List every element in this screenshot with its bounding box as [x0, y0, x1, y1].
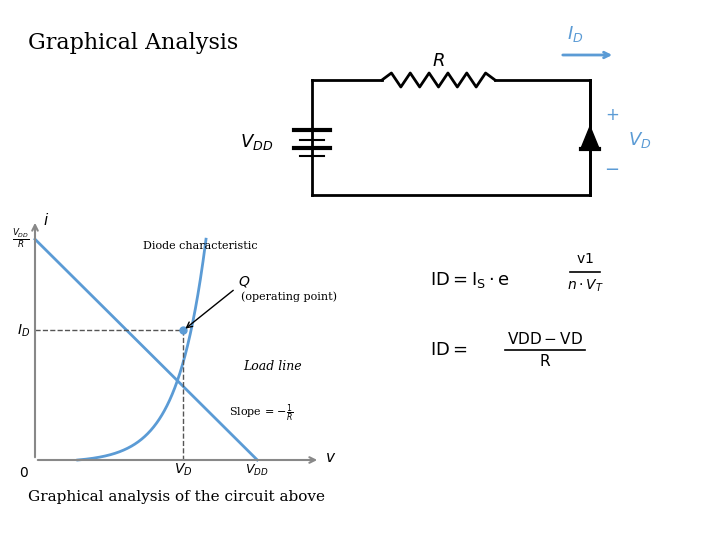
Polygon shape — [581, 126, 599, 149]
Text: $v$: $v$ — [325, 451, 336, 465]
Text: $0$: $0$ — [19, 466, 29, 480]
Text: $\frac{V_{DD}}{R}$: $\frac{V_{DD}}{R}$ — [12, 227, 30, 251]
Text: $\mathrm{v1}$: $\mathrm{v1}$ — [576, 252, 594, 266]
Text: $Q$: $Q$ — [186, 274, 251, 328]
Text: $-$: $-$ — [604, 159, 620, 177]
Text: $R$: $R$ — [432, 52, 445, 70]
Text: Load line: Load line — [243, 360, 302, 373]
Text: $\mathrm{ID = I_S \cdot e}$: $\mathrm{ID = I_S \cdot e}$ — [430, 270, 510, 290]
Text: Graphical Analysis: Graphical Analysis — [28, 32, 238, 54]
Text: $V_D$: $V_D$ — [628, 130, 652, 150]
Text: $V_{DD}$: $V_{DD}$ — [240, 132, 274, 152]
Text: $+$: $+$ — [605, 106, 619, 125]
Text: $\mathrm{ID = }$: $\mathrm{ID = }$ — [430, 341, 468, 359]
Text: $I_D$: $I_D$ — [17, 322, 30, 339]
Text: (operating point): (operating point) — [241, 292, 337, 302]
Text: Slope = $-\frac{1}{R}$: Slope = $-\frac{1}{R}$ — [229, 403, 294, 424]
Text: Diode characteristic: Diode characteristic — [143, 241, 258, 251]
Text: $V_{DD}$: $V_{DD}$ — [246, 463, 269, 478]
Text: $\mathrm{VDD - VD}$: $\mathrm{VDD - VD}$ — [507, 331, 583, 347]
Text: $I_D$: $I_D$ — [567, 24, 583, 44]
Text: $V_D$: $V_D$ — [174, 462, 192, 478]
Text: $\mathrm{R}$: $\mathrm{R}$ — [539, 353, 551, 369]
Text: $i$: $i$ — [43, 212, 49, 228]
Text: $n \cdot V_T$: $n \cdot V_T$ — [567, 278, 603, 294]
Text: Graphical analysis of the circuit above: Graphical analysis of the circuit above — [28, 490, 325, 504]
